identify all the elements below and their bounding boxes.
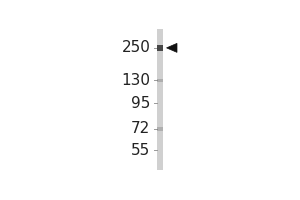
Bar — [157, 45, 163, 51]
Text: 55: 55 — [131, 143, 150, 158]
Text: 95: 95 — [131, 96, 150, 111]
Polygon shape — [167, 43, 177, 52]
Bar — [157, 29, 163, 170]
Bar — [157, 79, 163, 82]
Bar — [157, 127, 163, 131]
Text: 130: 130 — [121, 73, 150, 88]
Text: 72: 72 — [131, 121, 150, 136]
Text: 250: 250 — [122, 40, 150, 55]
